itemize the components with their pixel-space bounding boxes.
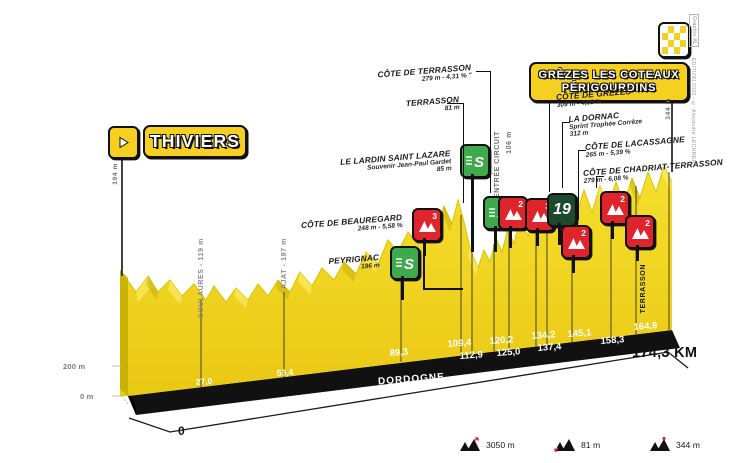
mountain-peak-icon [650, 437, 670, 451]
poi-stem-beauregard [423, 238, 426, 256]
poi-stem-peyrignac [401, 276, 404, 300]
poi-marker-chadriat-second[interactable]: 2 [625, 215, 655, 249]
poi-leader-h-grezes [549, 100, 557, 101]
poi-leader-h-beauregard [423, 288, 463, 290]
total-distance-label: 174,3 KM [632, 345, 698, 361]
mountain-icon [632, 228, 649, 239]
town-label-terrasson-finish: TERRASSON [640, 264, 647, 314]
mountain-icon [607, 204, 624, 215]
poi-marker-la-dornac[interactable]: 19 [547, 193, 577, 227]
finish-city-label-2: PÉRIGOURDINS [561, 82, 657, 94]
poi-category-cote-terrasson: 2 [518, 199, 523, 209]
poi-marker-le-lardin-saint-lazare[interactable]: S [460, 144, 490, 178]
town-label-coulaures: COULAURES - 119 m [198, 238, 205, 319]
poi-leader-h-la-dornac [562, 122, 570, 123]
km-tick-145: 145,1 [567, 327, 592, 340]
km-tick-120: 120,2 [489, 334, 514, 347]
poi-stem-chadriat [611, 221, 614, 239]
poi-leader-la-dornac [562, 122, 563, 188]
poi-marker-cote-de-beauregard[interactable]: 3 [412, 208, 442, 242]
poi-stem-chadriat-second [636, 245, 639, 261]
credit-line: EDITION 2020 - © Alexandre LECHNER [690, 58, 696, 164]
legend-min-altitude-value: 81 m [581, 439, 601, 450]
km-tick-109: 109,4 [447, 337, 472, 350]
x-axis-start-label: 0 [178, 424, 185, 438]
km-tick-134: 134,2 [531, 329, 556, 342]
start-marker[interactable] [108, 126, 139, 159]
legend-max-altitude-value: 344 m [676, 439, 700, 450]
poi-leader-chadriat [596, 176, 597, 188]
km-tick-137: 137,4 [537, 341, 562, 354]
mountain-up-icon [460, 437, 480, 451]
start-city-banner[interactable]: THIVIERS [143, 125, 247, 158]
checkered-flag-icon [662, 26, 686, 54]
km-tick-27: 27,0 [195, 375, 213, 387]
poi-leader-h-lacassagne [578, 150, 586, 151]
poi-category-beauregard: 3 [432, 211, 437, 221]
km-tick-53: 53,4 [276, 366, 294, 378]
km-tick-125: 125,0 [496, 346, 521, 359]
poi-leader-h-terrasson [447, 103, 464, 104]
legend-total-climbing-value: 3050 m [486, 439, 515, 450]
poi-stem-terrasson [494, 226, 497, 252]
y-tick-200m: 200 m [63, 362, 86, 371]
poi-category-lacassagne: 2 [581, 228, 586, 238]
stage-number-label: 19 [553, 201, 571, 218]
poi-marker-cote-de-lacassagne[interactable]: 2 [561, 225, 591, 259]
play-icon [119, 136, 129, 149]
km-tick-158: 158,3 [600, 334, 625, 347]
mountain-down-icon [554, 439, 575, 452]
mountain-icon [419, 221, 436, 232]
finish-city-label-1: GRÈZES LES COTEAUX [538, 69, 680, 82]
start-city-label: THIVIERS [149, 131, 241, 151]
poi-category-chadriat-second: 2 [645, 218, 650, 228]
svg-text:S: S [474, 154, 484, 171]
label-entree-circuit: ENTRÉE CIRCUIT [494, 131, 501, 199]
poi-leader-h-cote-terrasson [476, 71, 491, 72]
mountain-icon [568, 238, 585, 249]
poi-leader-grezes [549, 100, 550, 192]
finish-marker[interactable] [658, 22, 690, 58]
km-tick-112: 112,9 [459, 349, 484, 362]
poi-category-chadriat: 2 [620, 194, 625, 204]
credit-logo: Graphic-AL [689, 14, 699, 48]
poi-leader-cote-terrasson [490, 71, 491, 193]
finish-city-banner[interactable]: GRÈZES LES COTEAUX PÉRIGOURDINS [529, 62, 689, 102]
poi-stem-grezes [536, 228, 539, 246]
km-tick-164: 164,9 [633, 320, 658, 333]
label-entree-circuit-altitude: 106 m [506, 131, 513, 154]
km-tick-89: 89,3 [389, 346, 409, 359]
poi-leader-h-chadriat [596, 176, 604, 177]
poi-marker-cote-de-terrasson[interactable]: 2 [498, 196, 528, 230]
poi-leader-terrasson [463, 103, 464, 203]
y-tick-0m: 0 m [80, 392, 94, 401]
svg-text:S: S [404, 256, 414, 273]
poi-leader-beauregard [423, 256, 465, 290]
poi-stem-cote-terrasson [509, 226, 512, 248]
poi-stem-la-dornac [558, 223, 561, 245]
sprint-icon: S [396, 256, 414, 273]
mountain-icon [532, 211, 549, 222]
poi-marker-peyrignac[interactable]: S [390, 246, 420, 280]
sprint-icon: S [466, 154, 484, 171]
legend-min-altitude: 81 m [554, 437, 600, 452]
poi-leader-lacassagne [578, 150, 579, 220]
legend-total-climbing: 3050 m [459, 437, 515, 452]
poi-stem-le-lardin [471, 174, 474, 252]
poi-stem-lacassagne [572, 255, 575, 273]
legend-max-altitude: 344 m [649, 437, 700, 452]
mountain-icon [505, 209, 522, 220]
start-altitude-label: 194 m [112, 163, 119, 185]
